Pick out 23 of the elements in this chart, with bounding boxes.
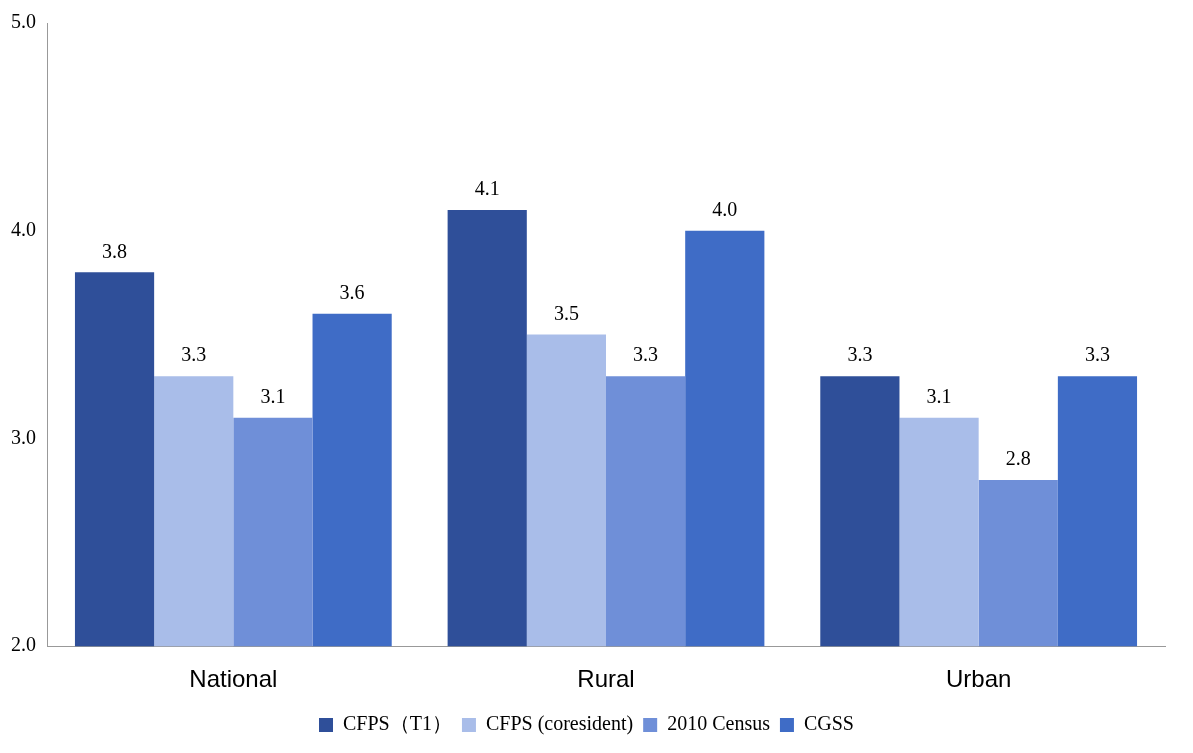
legend-label: CFPS (coresident) [485,712,634,736]
data-label: 3.5 [553,301,579,324]
data-label: 3.3 [633,343,659,366]
data-label: 2.8 [1005,447,1031,470]
y-tick-label: 4.0 [11,217,36,240]
data-label: 3.3 [1084,343,1110,366]
data-label: 3.1 [926,384,952,407]
legend-label: CFPS（T1） [343,712,452,735]
x-tick-label: National [189,665,278,693]
y-tick-label: 3.0 [11,425,36,448]
data-label: 3.1 [260,384,286,407]
data-label: 4.1 [474,177,500,200]
legend-label: 2010 Census [667,712,771,735]
legend-label: CGSS [803,712,854,735]
data-label: 4.0 [712,197,738,220]
x-tick-label: Rural [577,665,635,693]
x-tick-label: Urban [945,665,1012,693]
y-tick-label: 2.0 [11,633,36,656]
data-label: 3.8 [102,239,128,262]
y-tick-label: 5.0 [11,10,36,33]
data-label: 3.3 [847,343,873,366]
data-label: 3.3 [181,343,207,366]
data-label: 3.6 [339,281,365,304]
